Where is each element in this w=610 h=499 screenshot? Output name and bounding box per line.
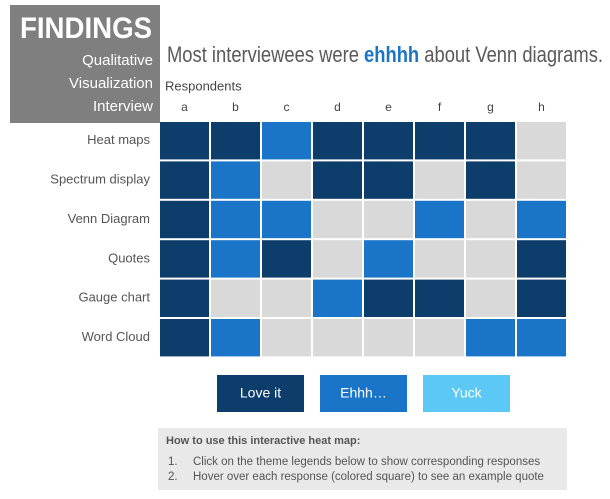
sidebar-line: Interview bbox=[93, 98, 153, 115]
heatmap-cell[interactable] bbox=[160, 240, 209, 278]
heatmap-cell[interactable] bbox=[517, 279, 566, 317]
row-label: Gauge chart bbox=[78, 290, 150, 305]
heatmap-cell[interactable] bbox=[364, 122, 413, 160]
headline-emphasis: ehhhh bbox=[364, 42, 419, 67]
heatmap-cell[interactable] bbox=[262, 161, 311, 199]
heatmap-cell[interactable] bbox=[364, 161, 413, 199]
heatmap-cell[interactable] bbox=[466, 319, 515, 357]
sidebar-line: Visualization bbox=[69, 75, 153, 92]
heatmap-cell[interactable] bbox=[517, 240, 566, 278]
heatmap-cell[interactable] bbox=[364, 319, 413, 357]
headline: Most interviewees were ehhhh about Venn … bbox=[167, 42, 603, 67]
heatmap-cell[interactable] bbox=[262, 200, 311, 239]
column-title: Respondents bbox=[165, 78, 242, 93]
heatmap-cell[interactable] bbox=[415, 122, 464, 160]
instructions-title: How to use this interactive heat map: bbox=[166, 435, 360, 447]
headline-part: about Venn diagrams. bbox=[419, 42, 603, 67]
instructions-box bbox=[158, 428, 567, 490]
headline-part: Most interviewees were bbox=[167, 42, 364, 67]
sidebar-box bbox=[10, 5, 160, 123]
column-label: a bbox=[181, 100, 188, 114]
heatmap-cell[interactable] bbox=[364, 279, 413, 317]
row-label: Heat maps bbox=[87, 132, 150, 147]
row-label: Quotes bbox=[108, 250, 150, 265]
instruction-text: Hover over each response (colored square… bbox=[193, 471, 544, 483]
heatmap-cell[interactable] bbox=[313, 161, 362, 199]
heatmap-cell[interactable] bbox=[262, 240, 311, 278]
legend-label[interactable]: Love it bbox=[240, 385, 281, 401]
column-label: d bbox=[334, 100, 341, 114]
row-label: Venn Diagram bbox=[68, 211, 150, 226]
column-label: b bbox=[232, 100, 239, 114]
heatmap-cell[interactable] bbox=[466, 122, 515, 160]
heatmap-cell[interactable] bbox=[517, 200, 566, 239]
legend-button[interactable] bbox=[423, 375, 510, 412]
heatmap-cell[interactable] bbox=[517, 122, 566, 160]
heatmap-cell[interactable] bbox=[160, 200, 209, 239]
column-label: g bbox=[487, 100, 494, 114]
heatmap-cell[interactable] bbox=[517, 319, 566, 357]
heatmap-cell[interactable] bbox=[313, 279, 362, 317]
column-label: h bbox=[538, 100, 545, 114]
column-label: f bbox=[438, 100, 442, 114]
sidebar-heading: FINDINGS bbox=[20, 12, 152, 45]
instruction-number: 2. bbox=[168, 471, 178, 483]
heatmap-cell[interactable] bbox=[415, 161, 464, 199]
heatmap-cell[interactable] bbox=[313, 122, 362, 160]
heatmap-cell[interactable] bbox=[160, 161, 209, 199]
heatmap-cell[interactable] bbox=[466, 240, 515, 278]
heatmap-cell[interactable] bbox=[262, 122, 311, 160]
heatmap-cell[interactable] bbox=[160, 279, 209, 317]
heatmap-cell[interactable] bbox=[313, 240, 362, 278]
legend-button[interactable] bbox=[320, 375, 407, 412]
heatmap-cell[interactable] bbox=[211, 161, 260, 199]
heatmap-cell[interactable] bbox=[415, 200, 464, 239]
heatmap-cell[interactable] bbox=[211, 319, 260, 357]
heatmap-cell[interactable] bbox=[415, 319, 464, 357]
heatmap-cell[interactable] bbox=[415, 279, 464, 317]
heatmap-cell[interactable] bbox=[211, 240, 260, 278]
heatmap-cell[interactable] bbox=[262, 279, 311, 317]
heatmap-cell[interactable] bbox=[160, 319, 209, 357]
heatmap-cell[interactable] bbox=[466, 279, 515, 317]
column-label: e bbox=[385, 100, 392, 114]
heatmap-cell[interactable] bbox=[211, 279, 260, 317]
heatmap-cell[interactable] bbox=[415, 240, 464, 278]
heatmap-cell[interactable] bbox=[211, 200, 260, 239]
heatmap-cell[interactable] bbox=[517, 161, 566, 199]
heatmap-cell[interactable] bbox=[313, 200, 362, 239]
heatmap-cell[interactable] bbox=[364, 240, 413, 278]
instruction-text: Click on the theme legends below to show… bbox=[193, 456, 540, 468]
row-label: Spectrum display bbox=[50, 172, 150, 187]
heatmap-cell[interactable] bbox=[211, 122, 260, 160]
heatmap-cell[interactable] bbox=[364, 200, 413, 239]
heatmap-cell[interactable] bbox=[466, 161, 515, 199]
legend-label[interactable]: Ehhh… bbox=[340, 385, 387, 401]
heatmap-cell[interactable] bbox=[160, 122, 209, 160]
legend-label[interactable]: Yuck bbox=[451, 385, 482, 401]
heatmap-cell[interactable] bbox=[262, 319, 311, 357]
heatmap-cell[interactable] bbox=[313, 319, 362, 357]
instruction-number: 1. bbox=[168, 456, 178, 468]
legend-button[interactable] bbox=[217, 375, 304, 412]
sidebar-line: Qualitative bbox=[82, 52, 153, 69]
heatmap-cell[interactable] bbox=[466, 200, 515, 239]
row-label: Word Cloud bbox=[82, 329, 150, 344]
column-label: c bbox=[284, 100, 290, 114]
